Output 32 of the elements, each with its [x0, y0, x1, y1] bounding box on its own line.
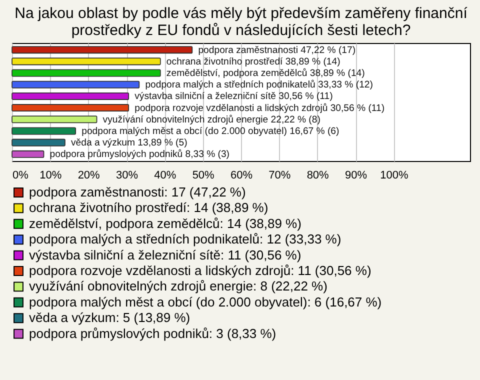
x-tick-label: 70%	[268, 170, 291, 182]
x-tick-label: 0%	[12, 170, 29, 182]
data-label: věda a výzkum 13,89 % (5)	[71, 138, 188, 149]
data-label: podpora zaměstnanosti 47,22 % (17)	[198, 44, 356, 56]
data-label: využívání obnovitelných zdrojů energie 22,22 % (8)	[102, 114, 320, 126]
legend-label: využívání obnovitelných zdrojů energie: 8 (22,22 %)	[29, 278, 328, 294]
data-label: podpora rozvoje vzdělanosti a lidských zdrojů 30,56 % (11)	[134, 102, 385, 114]
legend-label: podpora zaměstnanosti: 17 (47,22 %)	[29, 184, 246, 200]
data-label: podpora malých měst a obcí (do 2.000 obyvatel) 16,67 % (6)	[82, 126, 340, 137]
x-tick-label: 30%	[116, 170, 138, 182]
x-tick-label: 20%	[78, 170, 100, 182]
x-tick-label: 80%	[306, 170, 330, 182]
x-tick-label: 50%	[192, 170, 215, 182]
legend-label: věda a výzkum: 5 (13,89 %)	[29, 310, 190, 326]
legend-label: podpora rozvoje vzdělanosti a lidských zdrojů: 11 (30,56 %)	[29, 263, 372, 278]
data-label: zemědělství, podpora zemědělců 38,89 % (14)	[166, 68, 365, 80]
data-label: podpora průmyslových podniků 8,33 % (3)	[50, 149, 230, 160]
x-tick-label: 10%	[40, 170, 62, 182]
data-label: ochrana životního prostředí 38,89 % (14)	[166, 56, 340, 68]
legend-label: výstavba silniční a železniční sítě: 11 (30,56 %)	[29, 247, 302, 262]
x-tick-label: 90%	[344, 170, 368, 182]
legend-label: podpora malých a středních podnikatelů: 12 (33,33 %)	[29, 232, 342, 247]
legend-label: ochrana životního prostředí: 14 (38,89 %)	[29, 200, 268, 216]
legend-label: podpora průmyslových podniků: 3 (8,33 %)	[29, 326, 276, 341]
x-tick-label: 60%	[230, 170, 253, 182]
chart-title: Na jakou oblast by podle vás měly být především zaměřeny finanční prostředky z EU fondů v následujících šesti letech?	[14, 5, 468, 39]
legend-label: zemědělství, podpora zemědělců: 14 (38,89 %)	[29, 216, 302, 231]
legend-label: podpora malých měst a obcí (do 2.000 obyvatel): 6 (16,67 %)	[29, 294, 382, 310]
data-label: výstavba silniční a železniční sítě 30,56 % (11)	[134, 91, 333, 102]
x-tick-label: 40%	[154, 170, 176, 182]
data-label: podpora malých a středních podnikatelů 33,33 % (12)	[145, 80, 373, 91]
x-tick-label: 100%	[380, 170, 408, 182]
